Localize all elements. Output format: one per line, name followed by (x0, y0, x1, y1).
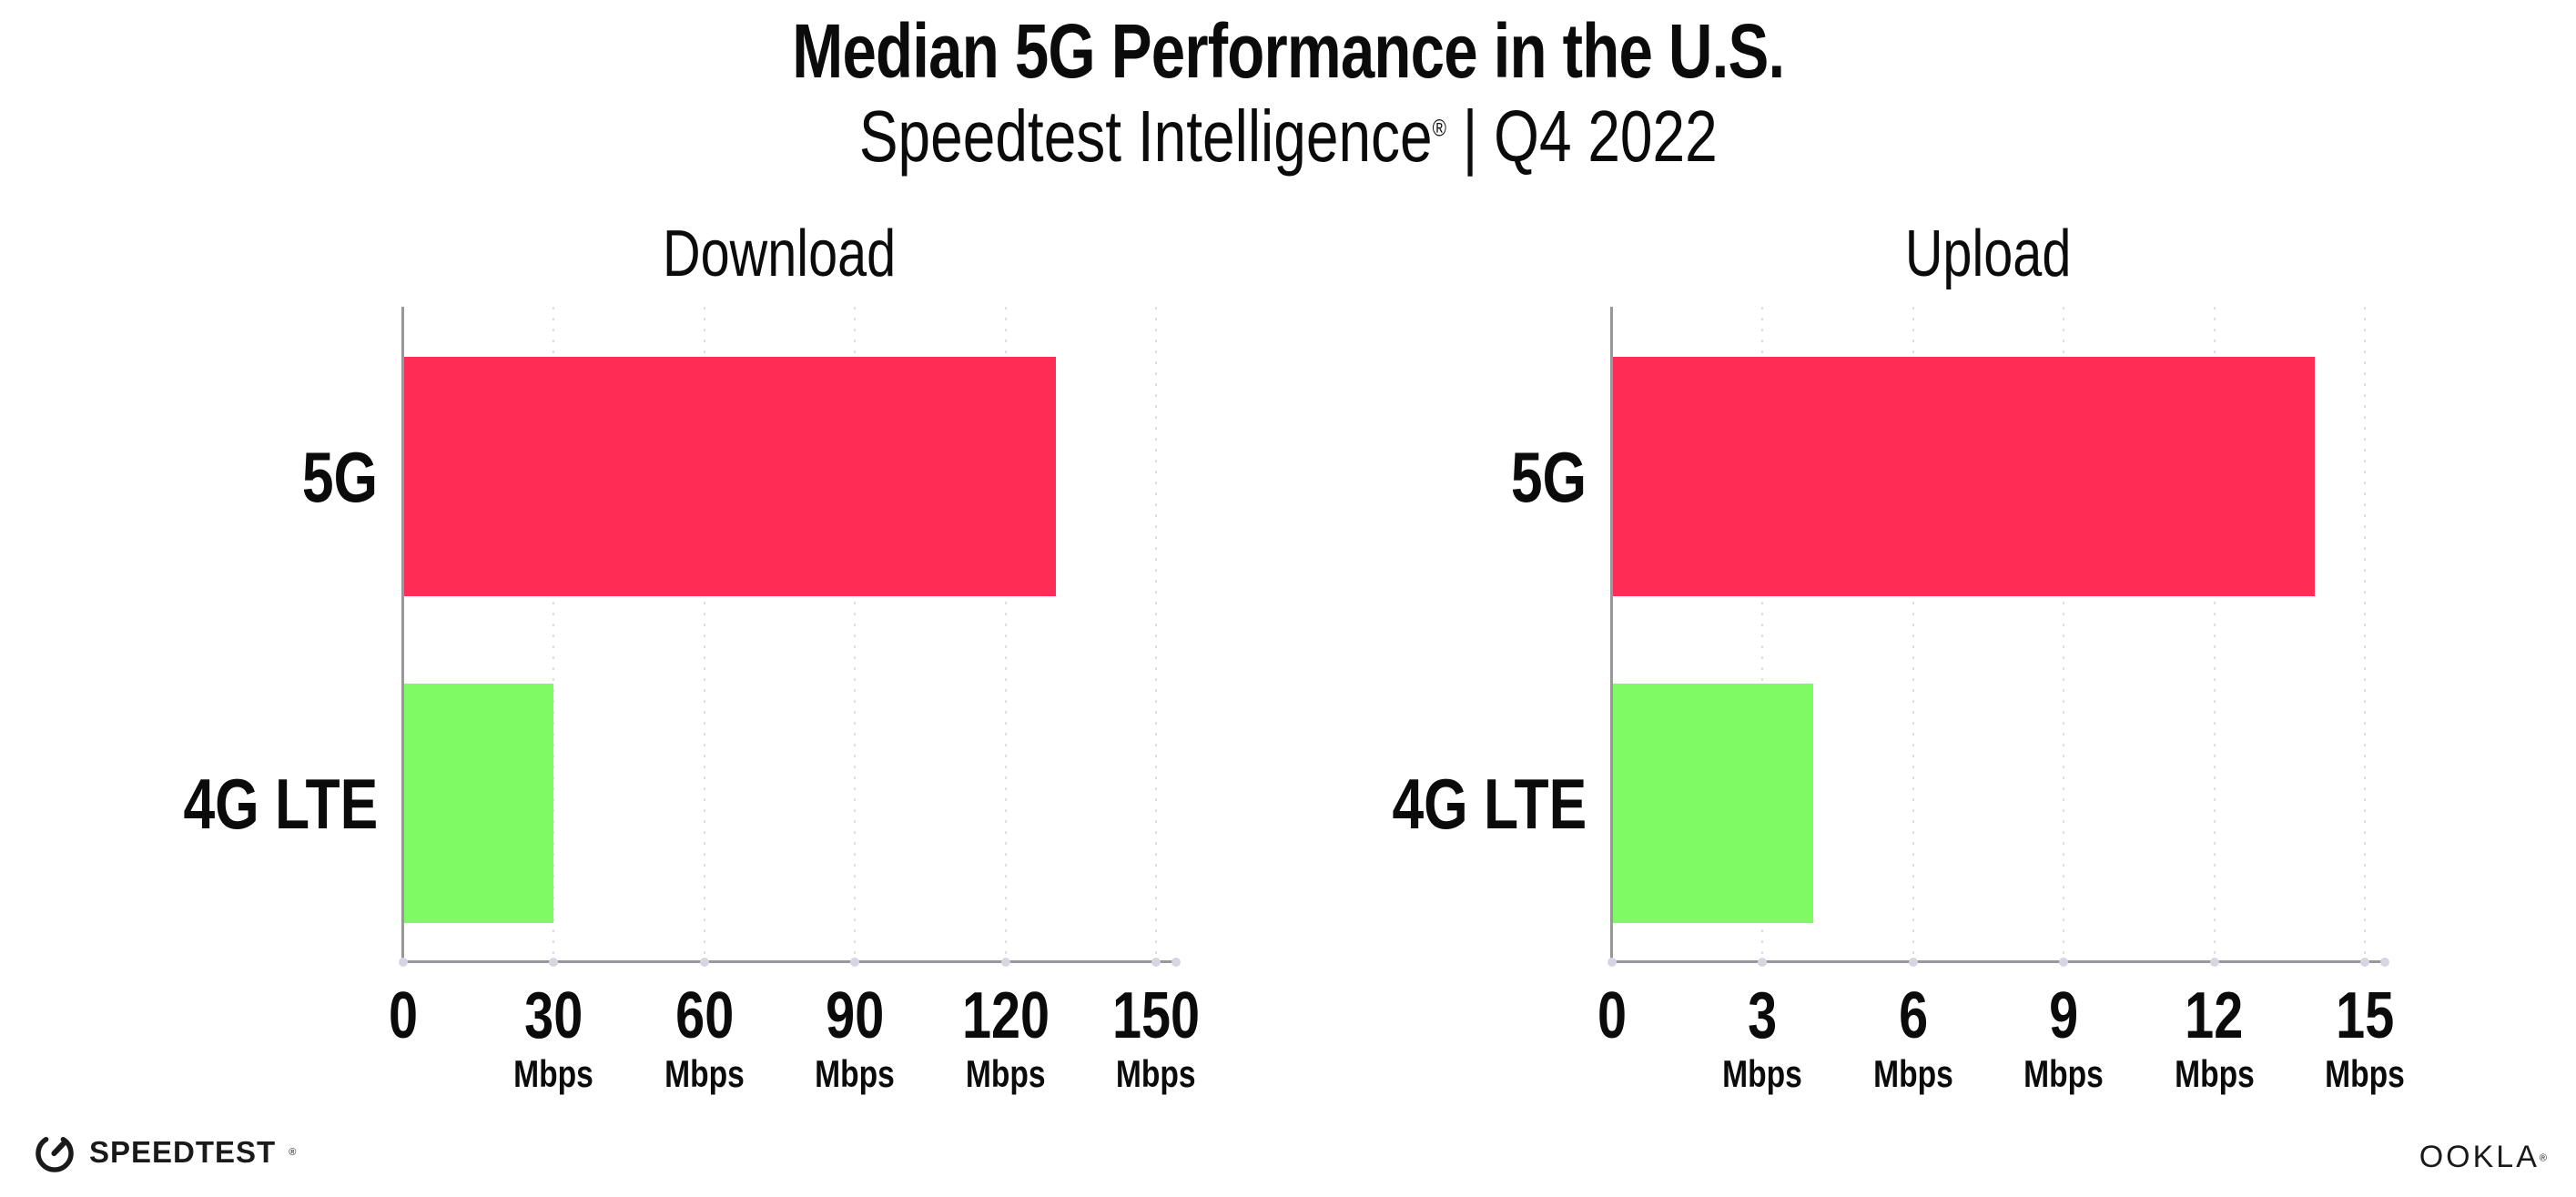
registered-mark: ® (1432, 114, 1446, 142)
axis-tick-dot (1000, 958, 1010, 967)
tick-unit-12: Mbps (2174, 1052, 2255, 1095)
gridline-150 (1155, 307, 1157, 960)
page-title: Median 5G Performance in the U.S. (0, 7, 2576, 96)
tick-unit-15: Mbps (2325, 1052, 2405, 1095)
bar-4g-lte (403, 684, 554, 924)
tick-label-60: 60 Mbps (654, 981, 755, 1098)
category-label-5g: 5G (1510, 436, 1587, 517)
speedtest-logo-text: SPEEDTEST (89, 1135, 277, 1169)
tick-unit-120: Mbps (965, 1052, 1046, 1095)
y-axis-line (401, 307, 404, 962)
tick-label-12: 12 Mbps (2165, 981, 2265, 1098)
axis-tick-dot (2059, 958, 2069, 967)
tick-label-150: 150 Mbps (1101, 981, 1211, 1098)
gridline-60 (703, 307, 705, 960)
tick-unit-9: Mbps (2023, 1052, 2104, 1095)
gridline-3 (1761, 307, 1764, 960)
tick-label-6: 6 Mbps (1863, 981, 1963, 1098)
tick-label-30: 30 Mbps (504, 981, 604, 1098)
bar-5g (1612, 357, 2315, 597)
tick-unit-30: Mbps (513, 1052, 594, 1095)
axis-end-dot (1171, 958, 1181, 967)
tick-label-3: 3 Mbps (1713, 981, 1813, 1098)
axis-tick-dot (699, 958, 709, 967)
x-axis-line (1610, 960, 2387, 963)
category-label-5g: 5G (301, 436, 378, 517)
axis-tick-dot (2209, 958, 2219, 967)
gridline-15 (2364, 307, 2366, 960)
axis-tick-dot (850, 958, 860, 967)
ookla-logo-text: OOKLA (2419, 1140, 2540, 1174)
tick-label-90: 90 Mbps (805, 981, 905, 1098)
axis-tick-dot (1151, 958, 1161, 967)
tick-label-9: 9 Mbps (2013, 981, 2114, 1098)
gridline-120 (1004, 307, 1007, 960)
gridline-30 (553, 307, 555, 960)
tick-label-0: 0 (1597, 979, 1628, 1052)
y-axis-line (1610, 307, 1613, 962)
speedtest-gauge-icon (35, 1136, 74, 1172)
bar-4g-lte (1612, 684, 1813, 924)
chart-title-upload: Upload (1905, 218, 2072, 290)
axis-tick-dot (1908, 958, 1918, 967)
tick-label-15: 15 Mbps (2315, 981, 2415, 1098)
speedtest-registered-mark: ® (289, 1147, 297, 1158)
tick-label-0: 0 (388, 979, 419, 1052)
tick-unit-150: Mbps (1116, 1052, 1196, 1095)
tick-unit-60: Mbps (664, 1052, 745, 1095)
tick-unit-90: Mbps (815, 1052, 896, 1095)
axis-tick-dot (1607, 958, 1617, 967)
tick-unit-6: Mbps (1872, 1052, 1953, 1095)
speedtest-logo: SPEEDTEST ® (33, 1131, 296, 1174)
page-subtitle-text: Speedtest Intelligence® | Q4 2022 (858, 96, 1718, 177)
bar-5g (403, 357, 1056, 597)
tick-unit-3: Mbps (1722, 1052, 1803, 1095)
axis-tick-dot (399, 958, 408, 967)
x-axis-line (401, 960, 1178, 963)
axis-tick-dot (549, 958, 559, 967)
page-title-text: Median 5G Performance in the U.S. (791, 8, 1785, 94)
gridline-12 (2213, 307, 2216, 960)
axis-tick-dot (2360, 958, 2369, 967)
ookla-logo: OOKLA® (2419, 1140, 2547, 1175)
axis-end-dot (2380, 958, 2389, 967)
ookla-registered-mark: ® (2539, 1152, 2547, 1164)
category-label-4g-lte: 4G LTE (183, 763, 378, 844)
axis-tick-dot (1758, 958, 1768, 967)
page-subtitle: Speedtest Intelligence® | Q4 2022 (0, 95, 2576, 178)
chart-title-download: Download (663, 218, 897, 290)
gridline-90 (854, 307, 857, 960)
gridline-9 (2063, 307, 2065, 960)
gridline-6 (1912, 307, 1914, 960)
category-label-4g-lte: 4G LTE (1392, 763, 1587, 844)
tick-label-120: 120 Mbps (951, 981, 1060, 1098)
